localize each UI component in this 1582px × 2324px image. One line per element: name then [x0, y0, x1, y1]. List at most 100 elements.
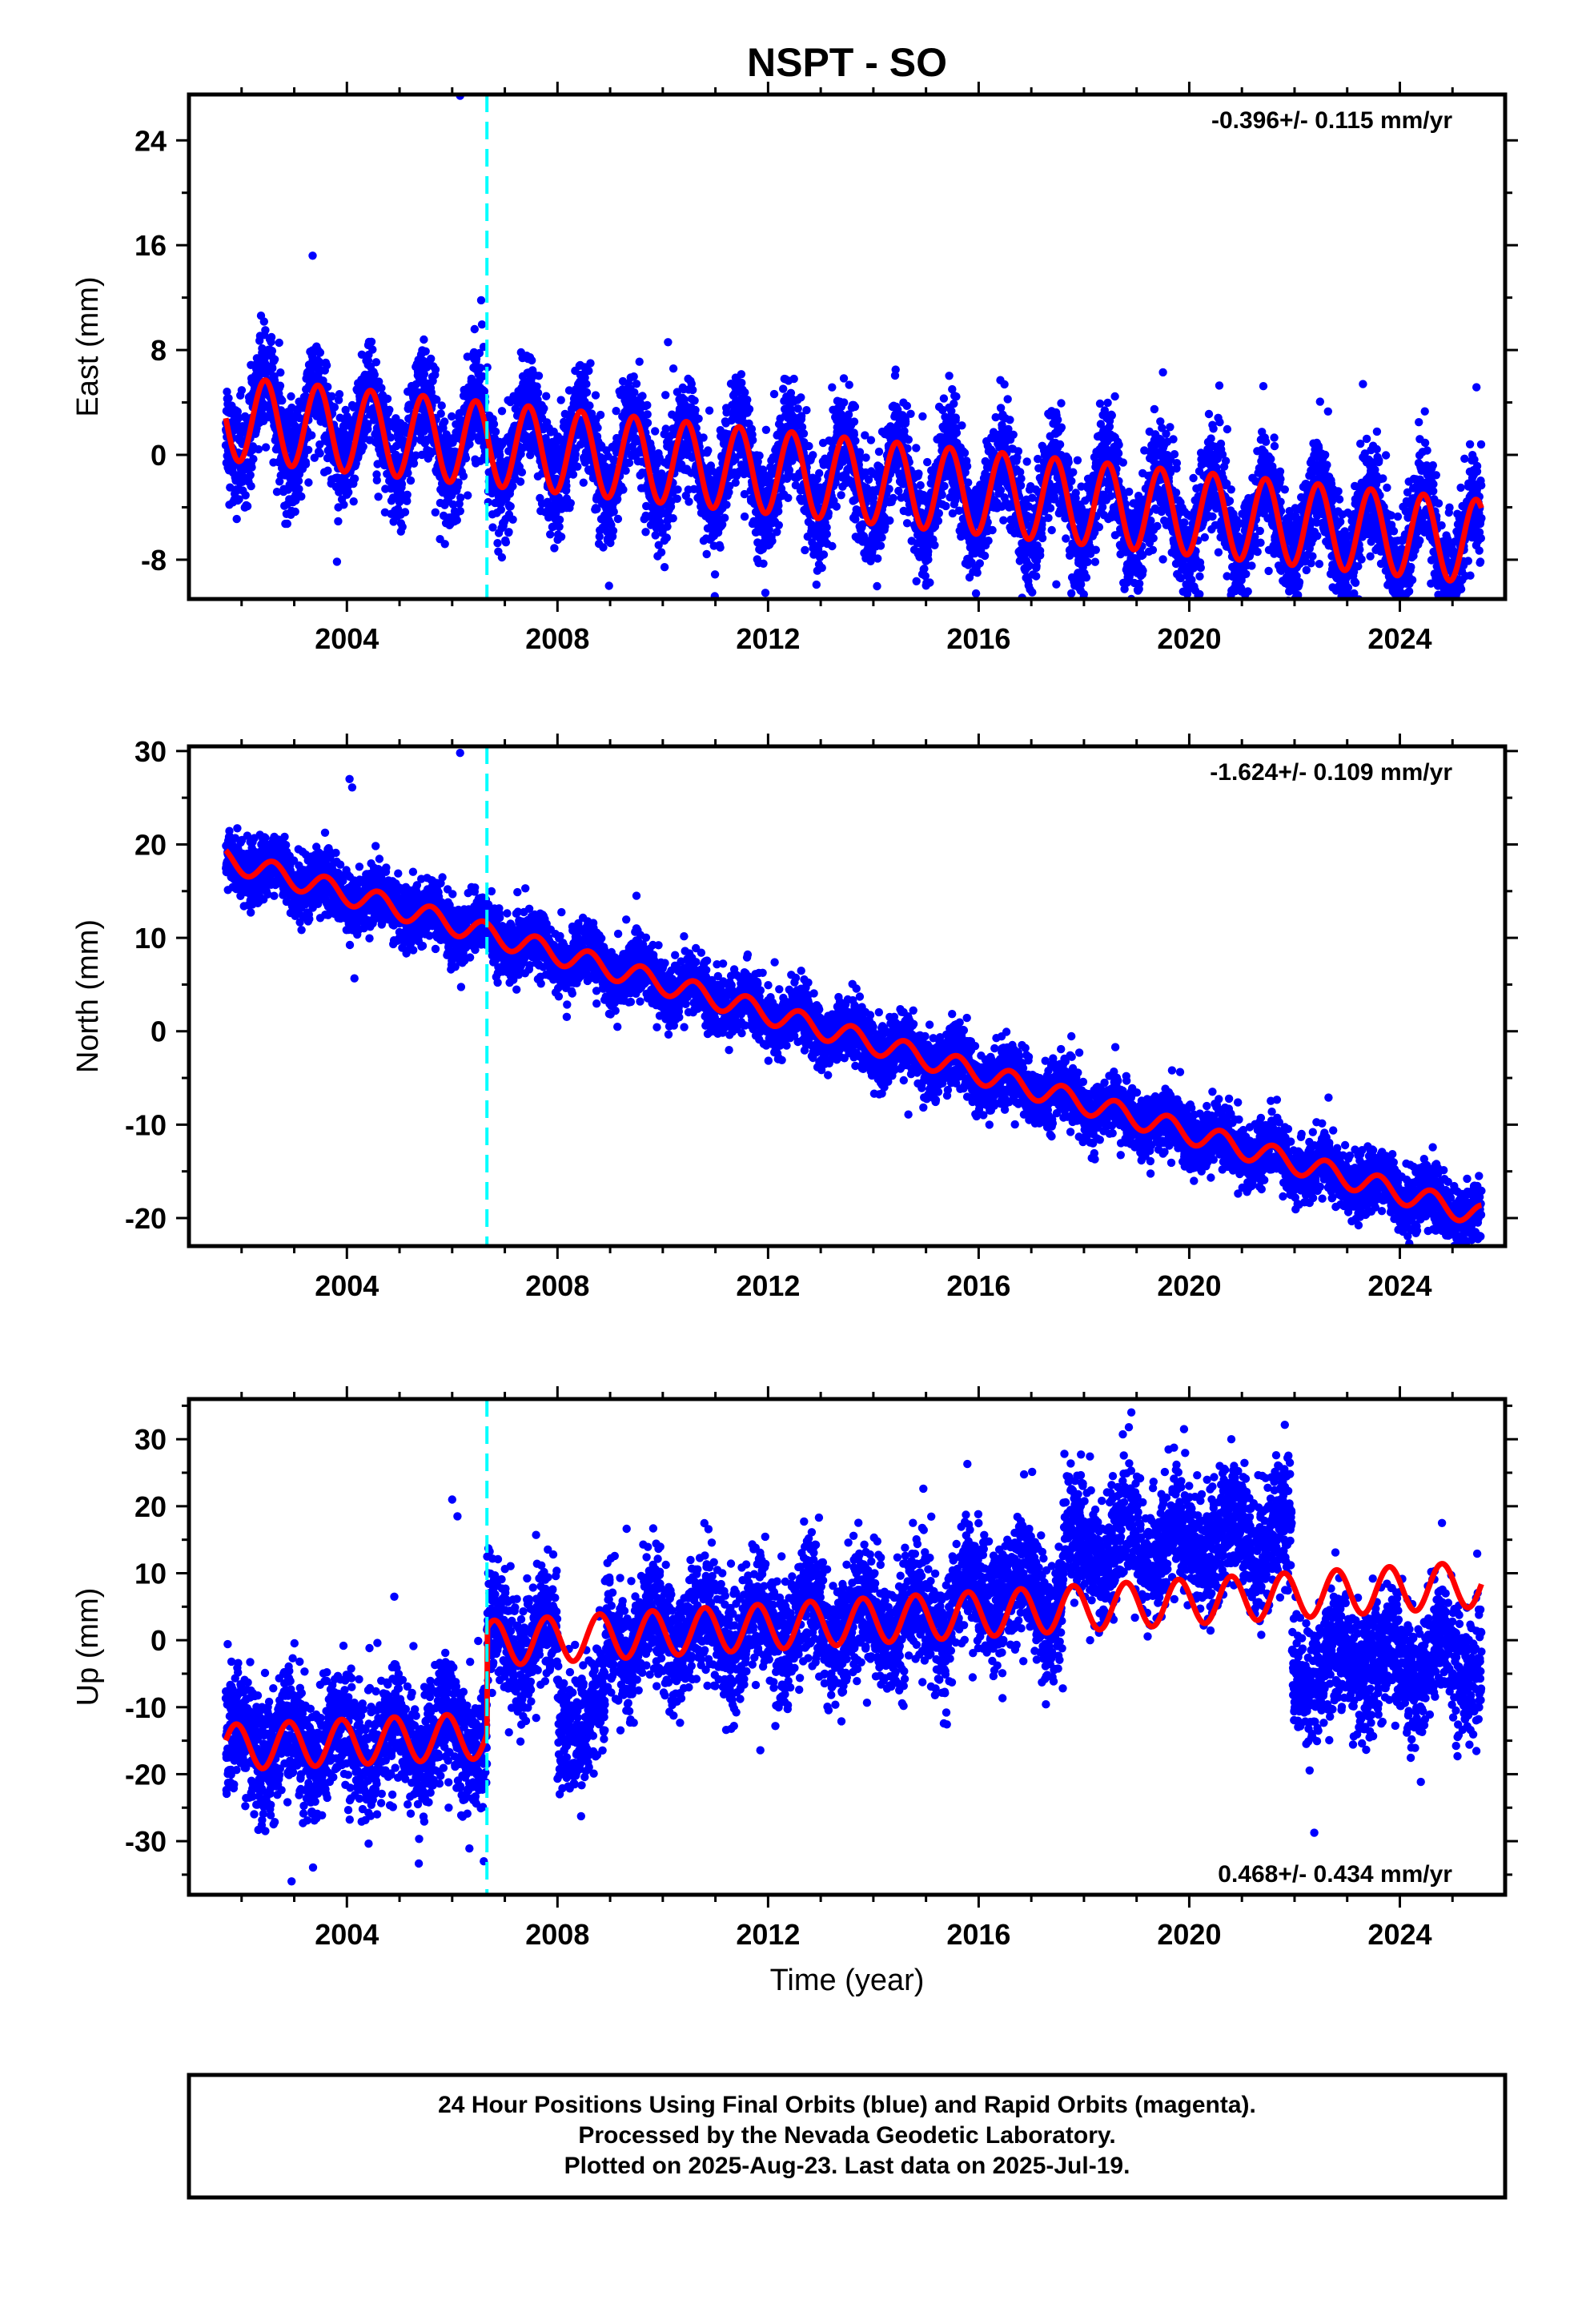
data-point: [861, 453, 870, 462]
data-point: [489, 420, 499, 428]
data-point: [1000, 380, 1009, 389]
data-point: [660, 563, 669, 572]
data-point: [224, 394, 233, 403]
data-point: [822, 529, 832, 539]
data-point: [975, 559, 985, 568]
data-point: [550, 544, 559, 553]
data-point: [673, 485, 682, 494]
data-point: [624, 458, 634, 468]
data-point: [566, 499, 575, 508]
data-point: [877, 533, 886, 542]
data-point: [371, 358, 381, 367]
data-point: [375, 377, 383, 386]
data-point: [920, 565, 929, 573]
data-point: [812, 580, 821, 589]
data-point: [283, 519, 291, 529]
data-point: [504, 528, 513, 537]
data-point: [334, 517, 343, 526]
data-point: [694, 414, 703, 423]
data-point: [797, 393, 805, 402]
data-point: [690, 396, 699, 405]
data-point: [845, 380, 853, 389]
data-point: [885, 516, 894, 525]
data-point: [1055, 440, 1065, 449]
data-point: [784, 493, 793, 502]
data-point: [370, 370, 379, 380]
data-point: [769, 389, 779, 399]
data-point: [456, 493, 465, 502]
data-point: [383, 394, 392, 404]
data-point: [533, 388, 543, 397]
data-point: [737, 370, 746, 379]
data-point: [1028, 588, 1037, 597]
data-point: [249, 455, 258, 464]
data-point: [452, 516, 461, 525]
data-point: [556, 533, 566, 541]
data-point: [304, 478, 313, 487]
data-point: [828, 383, 837, 392]
data-point: [802, 406, 811, 415]
data-point: [241, 491, 250, 500]
data-point: [759, 559, 768, 568]
data-point: [912, 577, 921, 585]
data-point: [322, 361, 331, 370]
data-point: [477, 320, 487, 329]
data-point: [638, 392, 647, 400]
data-point: [785, 465, 794, 475]
data-point: [301, 460, 311, 468]
data-point: [651, 427, 660, 436]
data-point: [585, 401, 594, 410]
data-point: [259, 317, 268, 326]
data-point: [768, 537, 777, 545]
data-point: [542, 392, 551, 400]
data-point: [397, 480, 407, 489]
data-point: [914, 469, 923, 478]
data-point: [799, 429, 809, 438]
data-point: [1014, 447, 1023, 456]
data-point: [323, 466, 332, 475]
data-point: [819, 550, 829, 559]
data-point: [582, 380, 591, 388]
data-point: [938, 490, 946, 500]
data-point: [740, 512, 749, 521]
data-point: [297, 492, 306, 501]
data-point: [497, 407, 507, 416]
data-point: [232, 514, 241, 524]
data-point: [506, 502, 515, 511]
data-point: [247, 481, 255, 491]
data-point: [874, 447, 884, 456]
data-point: [641, 528, 650, 537]
data-point: [745, 404, 754, 414]
data-point: [436, 409, 445, 418]
data-point: [493, 539, 502, 548]
data-point: [629, 372, 638, 381]
data-point: [350, 474, 359, 483]
data-point: [608, 526, 618, 535]
data-point: [254, 444, 263, 454]
data-point: [669, 514, 677, 523]
data-point: [873, 581, 881, 591]
chart-title: NSPT - SO: [747, 40, 947, 85]
data-point: [235, 495, 243, 504]
data-point: [368, 345, 377, 354]
data-point: [406, 476, 416, 485]
data-point: [934, 517, 943, 525]
data-point: [501, 538, 511, 547]
data-point: [1017, 474, 1026, 483]
data-point: [456, 507, 464, 516]
data-point: [793, 404, 802, 413]
data-point: [403, 497, 412, 505]
data-point: [261, 326, 270, 335]
data-point: [246, 471, 255, 480]
data-point: [267, 347, 277, 356]
data-point: [315, 449, 324, 458]
data-point: [716, 543, 725, 552]
data-point: [372, 476, 381, 485]
data-point: [630, 388, 639, 397]
data-point: [755, 451, 764, 460]
data-point: [926, 578, 934, 587]
data-point: [1032, 572, 1041, 581]
data-point: [809, 451, 817, 460]
data-point: [295, 485, 303, 493]
